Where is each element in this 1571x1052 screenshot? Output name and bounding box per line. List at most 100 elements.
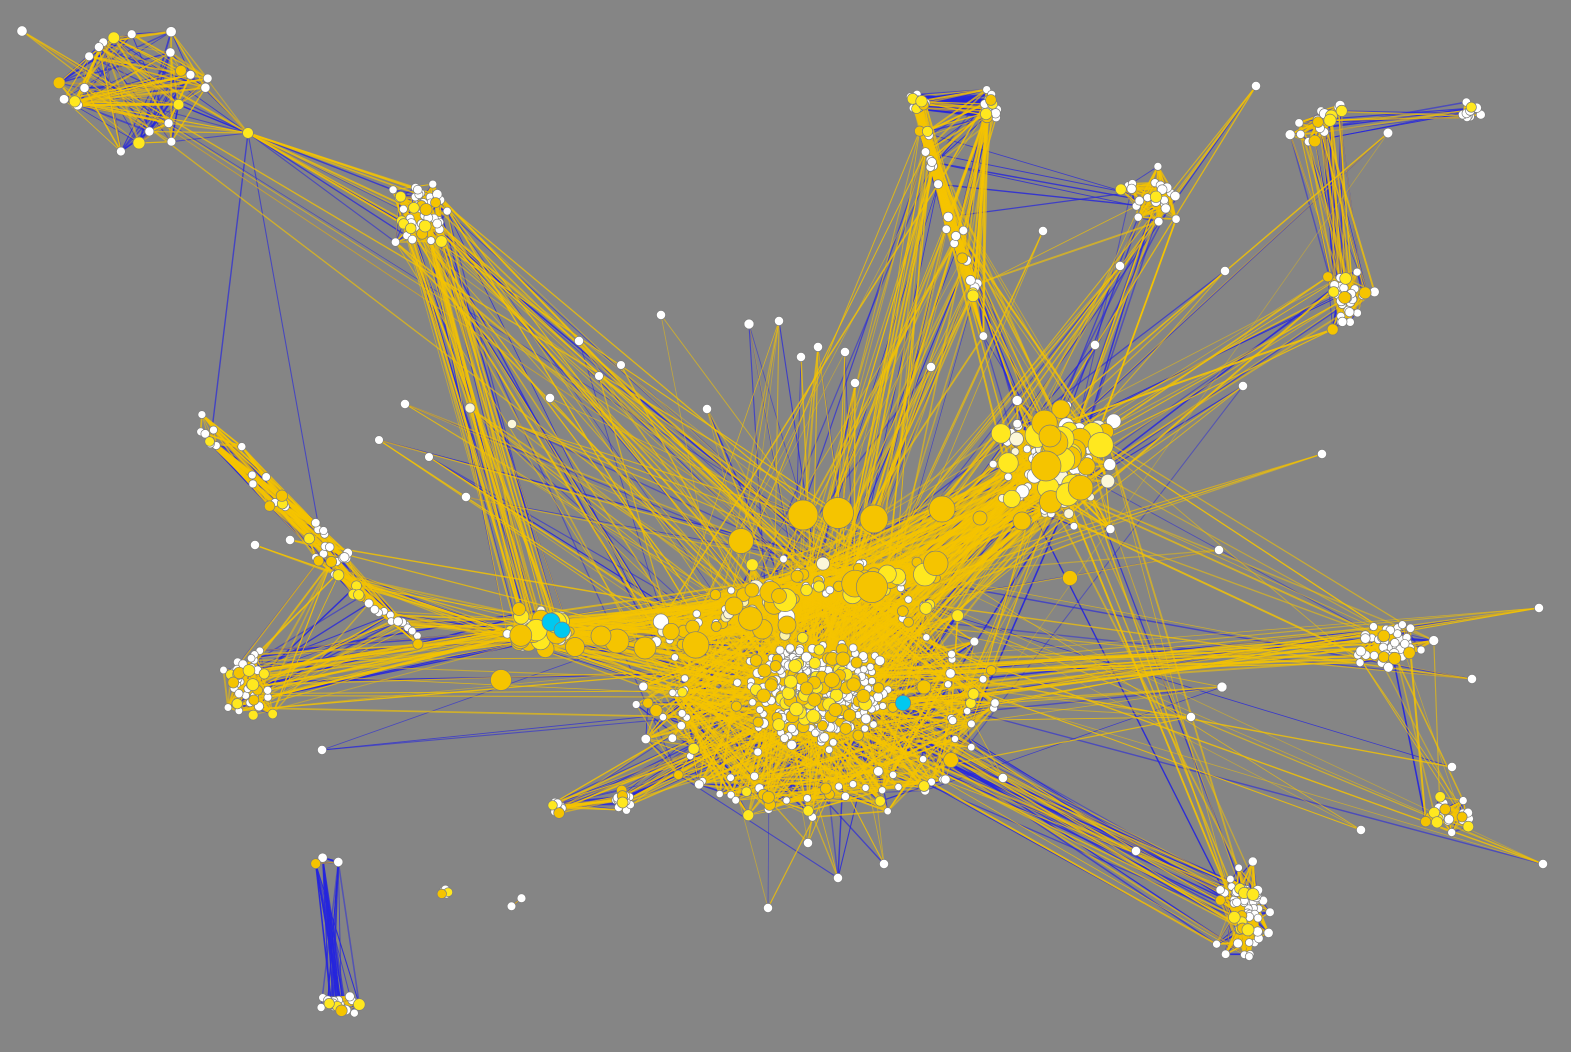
graph-node-c-rightbig-top[interactable] xyxy=(1308,134,1322,148)
graph-node-c-leftdiag2[interactable] xyxy=(325,556,338,568)
graph-node-c-rightmid[interactable] xyxy=(1355,645,1367,657)
graph-node-c-topmid-stem[interactable] xyxy=(933,179,943,189)
graph-node-c-core[interactable] xyxy=(787,723,797,734)
graph-node-c-topright-small[interactable] xyxy=(1170,190,1181,202)
graph-node-high-value[interactable] xyxy=(822,497,854,529)
graph-node-c-topright-small[interactable] xyxy=(1154,216,1164,227)
graph-node-c-core-ring[interactable] xyxy=(692,609,701,618)
graph-node-satellite[interactable] xyxy=(656,310,666,320)
graph-node-c-leftdiag[interactable] xyxy=(247,470,257,480)
graph-node-c-core[interactable] xyxy=(799,681,814,696)
graph-node-c-core-ring[interactable] xyxy=(840,791,850,801)
graph-node-c-goldband[interactable] xyxy=(855,571,888,603)
graph-node-c-core-ring[interactable] xyxy=(967,688,980,700)
graph-node-c-goldband[interactable] xyxy=(813,580,825,593)
graph-node-c-topright-small[interactable] xyxy=(1171,214,1181,224)
graph-node-satellite[interactable] xyxy=(1214,545,1224,555)
graph-node-c-core-ring[interactable] xyxy=(667,733,678,743)
graph-node-high-value[interactable] xyxy=(972,510,988,526)
graph-node-c-rightbig-top[interactable] xyxy=(1335,104,1348,117)
graph-node-high-value[interactable] xyxy=(1038,424,1062,448)
graph-node-c-core-ring[interactable] xyxy=(903,616,914,628)
graph-node-c-core[interactable] xyxy=(852,729,864,741)
graph-node-high-value[interactable] xyxy=(1012,511,1032,531)
graph-node-c-leftdiag[interactable] xyxy=(209,425,218,435)
graph-node-c-farright-top[interactable] xyxy=(1465,101,1477,113)
graph-node-c-tiny-b[interactable] xyxy=(516,893,527,903)
graph-node-c-core[interactable] xyxy=(860,713,872,725)
graph-node-c-goldband[interactable] xyxy=(816,556,830,571)
graph-node-c-rightbig-bot[interactable] xyxy=(1322,271,1334,283)
graph-node-c-rightupper[interactable] xyxy=(1105,524,1116,534)
graph-node-c-rightupper[interactable] xyxy=(1004,472,1013,481)
graph-node-c-goldband[interactable] xyxy=(777,615,797,635)
graph-node-high-value[interactable] xyxy=(490,669,512,691)
graph-node-c-core[interactable] xyxy=(772,718,786,732)
graph-node-c-rightbig-top[interactable] xyxy=(1323,113,1337,127)
graph-node-satellite[interactable] xyxy=(1534,603,1544,613)
graph-node-c-topmid-right[interactable] xyxy=(985,94,997,106)
graph-node-satellite[interactable] xyxy=(833,873,843,883)
graph-node-c-botleft[interactable] xyxy=(316,1003,326,1012)
graph-node-c-botright[interactable] xyxy=(1253,913,1263,923)
graph-node-satellite[interactable] xyxy=(1467,674,1477,684)
graph-node-c-topmid-stem[interactable] xyxy=(921,125,934,137)
graph-node-c-core-ring[interactable] xyxy=(945,668,956,679)
graph-node-c-rightmid[interactable] xyxy=(1369,650,1379,661)
graph-node-c-core-ring[interactable] xyxy=(741,786,752,797)
graph-node-c-core-ring[interactable] xyxy=(658,713,668,722)
graph-node-c-upperleft[interactable] xyxy=(426,236,436,245)
graph-node-satellite[interactable] xyxy=(796,352,806,362)
graph-node-c-core-ring[interactable] xyxy=(978,675,988,684)
graph-node-c-botleft-top[interactable] xyxy=(310,858,322,869)
graph-node-c-core-ring[interactable] xyxy=(631,700,641,709)
graph-node-c-core-ring[interactable] xyxy=(948,716,958,725)
graph-node-c-botright[interactable] xyxy=(1247,856,1258,867)
graph-node-c-core[interactable] xyxy=(733,678,742,687)
graph-node-c-core-ring[interactable] xyxy=(878,786,887,795)
graph-node-c-core[interactable] xyxy=(819,732,830,743)
graph-node-c-rightbig-top[interactable] xyxy=(1294,118,1304,128)
graph-node-satellite[interactable] xyxy=(1186,712,1196,722)
graph-node-c-leftmid[interactable] xyxy=(231,698,243,710)
graph-node-satellite[interactable] xyxy=(998,773,1008,783)
graph-node-c-topmid-stem[interactable] xyxy=(956,252,968,264)
graph-node-satellite[interactable] xyxy=(1238,381,1248,391)
graph-node-c-core-ring[interactable] xyxy=(861,783,870,792)
graph-node-c-core-ring[interactable] xyxy=(951,735,959,743)
graph-node-c-rightbig-bot[interactable] xyxy=(1353,308,1362,318)
graph-node-c-topmid-stem[interactable] xyxy=(943,211,954,223)
graph-node-high-value[interactable] xyxy=(728,528,754,554)
graph-node-c-core-ring[interactable] xyxy=(762,790,775,804)
graph-node-satellite[interactable] xyxy=(574,336,584,346)
graph-node-high-value[interactable] xyxy=(859,504,889,534)
graph-node-c-rightmid[interactable] xyxy=(1383,662,1394,673)
graph-node-c-topright-small[interactable] xyxy=(1126,183,1137,194)
graph-node-c-rightlow[interactable] xyxy=(1439,803,1451,816)
graph-node-c-topleft[interactable] xyxy=(126,29,137,39)
graph-node-c-botright[interactable] xyxy=(1212,939,1221,949)
graph-node-c-core-ring[interactable] xyxy=(904,595,913,604)
graph-node-c-topmid-stem[interactable] xyxy=(920,147,931,157)
graph-node-c-topmid-left[interactable] xyxy=(915,95,928,108)
graph-node-c-core[interactable] xyxy=(775,645,785,655)
graph-node-satellite[interactable] xyxy=(1038,226,1048,236)
graph-node-c-core[interactable] xyxy=(866,662,875,671)
graph-node-c-core[interactable] xyxy=(786,739,797,751)
graph-node-c-upperleft[interactable] xyxy=(388,185,398,195)
graph-node-c-topleft[interactable] xyxy=(84,51,94,62)
graph-node-c-topleft-bridge[interactable] xyxy=(242,127,254,139)
graph-node-c-botright[interactable] xyxy=(1245,938,1254,947)
graph-node-c-core-ring[interactable] xyxy=(951,609,964,622)
graph-node-c-botright[interactable] xyxy=(1215,895,1226,906)
graph-node-cyan-highlight-3[interactable] xyxy=(895,695,911,711)
graph-node-c-rightupper[interactable] xyxy=(1069,522,1079,531)
graph-node-satellite[interactable] xyxy=(374,435,384,445)
graph-node-c-core-ring[interactable] xyxy=(967,719,976,729)
graph-node-c-botleft[interactable] xyxy=(350,1008,359,1018)
graph-node-c-core-ring[interactable] xyxy=(922,633,931,642)
graph-node-c-botright[interactable] xyxy=(1220,949,1231,959)
graph-node-c-tiny-a[interactable] xyxy=(436,888,447,899)
graph-node-c-rightmid[interactable] xyxy=(1400,639,1410,649)
